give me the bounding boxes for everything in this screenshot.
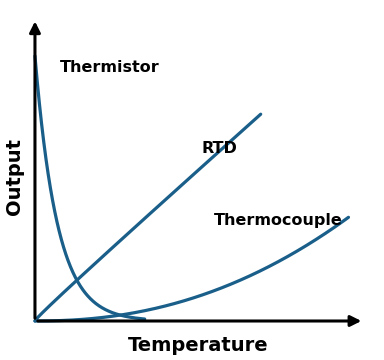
Text: Thermistor: Thermistor <box>60 60 160 75</box>
Text: Thermocouple: Thermocouple <box>214 213 343 228</box>
Text: Temperature: Temperature <box>128 336 268 355</box>
Text: RTD: RTD <box>201 141 237 156</box>
Text: Output: Output <box>5 139 24 216</box>
